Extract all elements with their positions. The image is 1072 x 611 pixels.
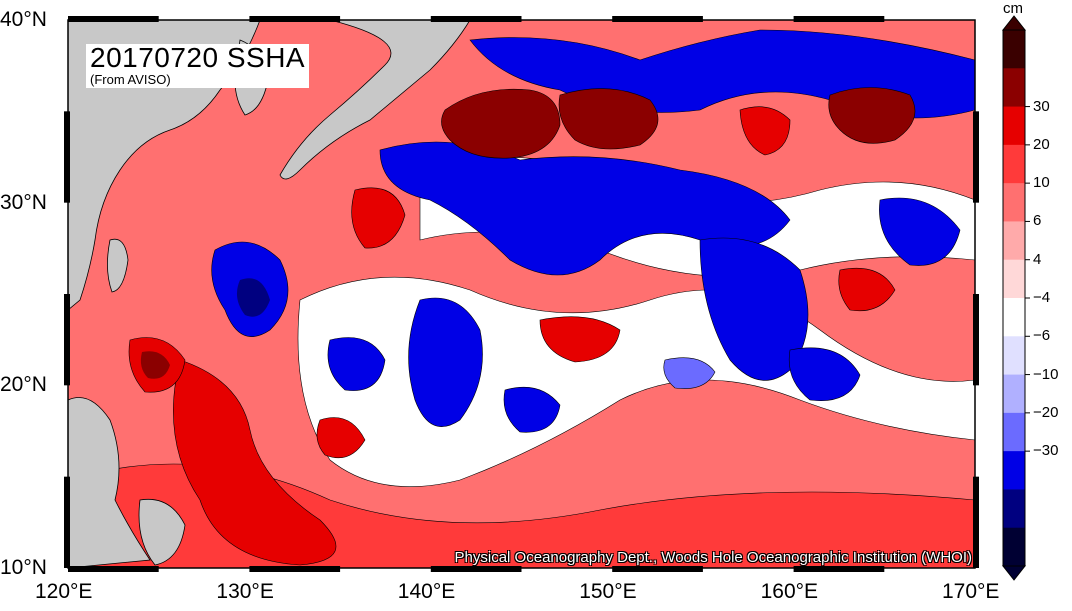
colorbar-swatch xyxy=(1003,144,1025,184)
frame-tick-band xyxy=(249,566,341,572)
frame-tick-band xyxy=(973,111,979,203)
positive-core-west-inner xyxy=(140,351,170,379)
colorbar-tick-label: 10 xyxy=(1033,174,1050,192)
y-tick-label: 20°N xyxy=(0,373,47,397)
frame-tick-band xyxy=(793,16,885,22)
negative-eddy-west-core xyxy=(236,278,270,317)
frame-tick-band xyxy=(973,294,979,386)
land-japan xyxy=(279,20,471,180)
colorbar-tick-label: −6 xyxy=(1033,327,1051,345)
y-tick-label: 30°N xyxy=(0,190,47,214)
colorbar-tick-label: 6 xyxy=(1033,212,1042,230)
positive-core-far-east xyxy=(828,87,916,144)
title-box: 20170720 SSHA (From AVISO) xyxy=(86,42,310,88)
colorbar-swatch xyxy=(1003,106,1025,146)
frame-tick-band xyxy=(430,566,522,572)
frame-tick-band xyxy=(612,16,703,22)
frame-tick-band xyxy=(68,16,159,22)
colorbar-unit: cm xyxy=(1003,0,1023,17)
negative-eddy-mid xyxy=(327,337,386,391)
x-tick-label: 120°E xyxy=(35,580,93,603)
land-philippines-south xyxy=(138,498,186,566)
colorbar-tick-label: 4 xyxy=(1033,250,1042,268)
x-tick-label: 160°E xyxy=(760,580,819,603)
negative-eddy-south xyxy=(503,386,561,433)
colorbar-tick-label: 20 xyxy=(1033,135,1050,153)
colorbar-tick-label: −30 xyxy=(1033,442,1059,460)
positive-core-kuroshio xyxy=(441,88,561,159)
y-tick-label: 40°N xyxy=(0,8,47,31)
frame-tick-band xyxy=(64,294,70,386)
colorbar xyxy=(1001,15,1030,581)
x-tick-label: 150°E xyxy=(579,580,637,603)
x-tick-label: 170°E xyxy=(942,580,1000,603)
credit-text: Physical Oceanography Dept., Woods Hole … xyxy=(454,549,972,566)
y-tick-label: 10°N xyxy=(0,556,47,579)
positive-core-north-west xyxy=(351,187,406,249)
colorbar-swatch xyxy=(1003,68,1025,108)
colorbar-swatch xyxy=(1003,527,1025,567)
colorbar-min-arrow xyxy=(1001,565,1027,581)
colorbar-swatch xyxy=(1003,374,1025,414)
negative-eddy-far-east xyxy=(879,197,961,266)
negative-eddy-patch xyxy=(663,357,716,389)
colorbar-swatch xyxy=(1003,221,1025,261)
x-tick-label: 140°E xyxy=(397,580,456,603)
positive-core-mid xyxy=(739,106,791,156)
frame-tick-band xyxy=(68,566,159,572)
frame-tick-band xyxy=(249,16,341,22)
colorbar-swatch xyxy=(1003,30,1025,69)
colorbar-swatch xyxy=(1003,336,1025,376)
positive-core-center xyxy=(539,316,621,363)
anomaly-field xyxy=(68,20,975,568)
frame-tick-band xyxy=(64,476,70,568)
colorbar-swatch xyxy=(1003,412,1025,452)
positive-anomaly-southwest xyxy=(173,359,337,566)
map-title: 20170720 SSHA xyxy=(90,42,306,73)
colorbar-swatch xyxy=(1003,451,1025,490)
map-frame-ticks xyxy=(64,16,979,572)
positive-core-east xyxy=(558,88,659,150)
x-tick-label: 130°E xyxy=(216,580,274,603)
frame-tick-band xyxy=(973,476,979,568)
colorbar-tick-label: 30 xyxy=(1033,97,1050,115)
land-taiwan xyxy=(107,238,129,293)
colorbar-swatch xyxy=(1003,298,1025,337)
colorbar-swatch xyxy=(1003,489,1025,529)
colorbar-tick-label: −20 xyxy=(1033,403,1059,421)
land-philippines xyxy=(68,397,151,568)
colorbar-swatch xyxy=(1003,183,1025,222)
frame-tick-band xyxy=(793,566,885,572)
negative-eddy-central xyxy=(408,297,483,427)
frame-tick-band xyxy=(612,566,703,572)
frame-tick-band xyxy=(430,16,522,22)
map-subtitle: (From AVISO) xyxy=(90,72,171,87)
positive-core-south-center xyxy=(316,417,366,459)
frame-tick-band xyxy=(64,111,70,203)
colorbar-tick-label: −10 xyxy=(1033,365,1059,383)
colorbar-max-arrow xyxy=(1001,15,1027,31)
colorbar-swatch xyxy=(1003,259,1025,299)
negative-eddy-southeast xyxy=(788,347,861,401)
positive-core-east-2 xyxy=(838,267,896,312)
colorbar-tick-label: −4 xyxy=(1033,289,1051,306)
